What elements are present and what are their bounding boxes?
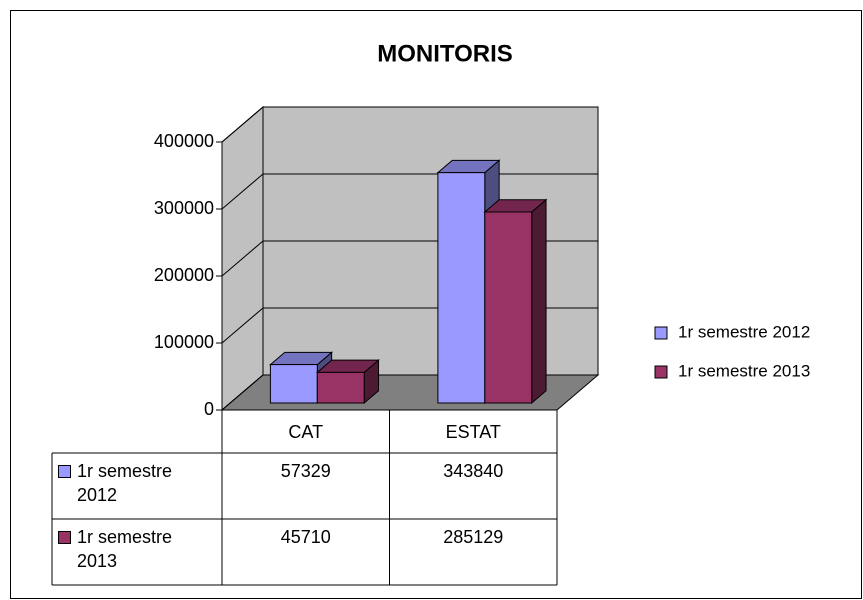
table-value: 343840 <box>443 461 503 481</box>
bar <box>269 364 318 404</box>
table-value: 45710 <box>281 527 331 547</box>
bar-side <box>531 198 547 405</box>
x-tick-label: CAT <box>288 422 323 442</box>
y-tick-label: 400000 <box>154 131 214 151</box>
grid-line <box>221 106 598 143</box>
y-tick-label: 200000 <box>154 265 214 285</box>
chart-title: MONITORIS <box>377 40 513 67</box>
table-row-label: 1r semestre 2012 <box>58 459 218 507</box>
table-row-label: 1r semestre 2013 <box>58 525 218 573</box>
y-tick-label: 300000 <box>154 198 214 218</box>
table-row-label: 1r semestre 2013 <box>58 525 218 573</box>
legend-label: 1r semestre 2012 <box>678 322 810 341</box>
table-value: 285129 <box>443 527 503 547</box>
bar <box>316 371 365 404</box>
y-tick-label: 100000 <box>154 332 214 352</box>
table-swatch <box>58 465 71 478</box>
table-row-label: 1r semestre 2012 <box>58 459 218 507</box>
table-row-text: 1r semestre 2012 <box>77 461 173 505</box>
y-tick-label: 0 <box>204 399 214 419</box>
x-tick-label: ESTAT <box>446 422 501 442</box>
legend-label: 1r semestre 2013 <box>678 361 810 380</box>
bar <box>484 211 533 404</box>
table-row-text: 1r semestre 2013 <box>77 527 173 571</box>
table-value: 57329 <box>281 461 331 481</box>
legend-swatch <box>654 326 668 340</box>
table-swatch <box>58 531 71 544</box>
bar <box>437 172 486 404</box>
legend-swatch <box>654 365 668 379</box>
